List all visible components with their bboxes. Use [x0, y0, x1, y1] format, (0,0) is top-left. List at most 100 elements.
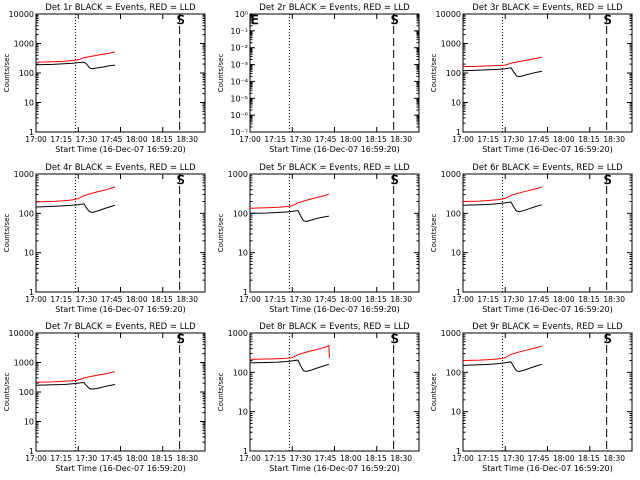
y-tick-label: 100 [446, 209, 461, 218]
detector-panel: Det 9r BLACK = Events, RED = LLD 1 10 100 10… [430, 322, 633, 473]
marker-label: S [177, 173, 185, 187]
x-tick-label: 18:00 [126, 135, 148, 144]
y-tick-label: 1000 [14, 170, 34, 179]
x-tick-label: 17:45 [528, 454, 550, 463]
lld-series-line [462, 345, 543, 361]
y-axis-label: Counts/sec [430, 373, 438, 412]
x-tick-label: 18:15 [578, 135, 600, 144]
y-tick-label: 10000 [9, 329, 34, 338]
x-tick-label: 18:15 [365, 454, 387, 463]
x-tick-label: 17:00 [25, 135, 47, 144]
x-tick-label: 18:30 [390, 454, 412, 463]
y-tick-label: 10 [451, 99, 461, 108]
x-axis-label: Start Time (16-Dec-07 16:59:20) [269, 145, 400, 154]
x-tick-label: 18:15 [578, 295, 600, 304]
events-series-line [249, 359, 330, 373]
detector-panel: Det 8r BLACK = Events, RED = LLD 1 10 100 10… [217, 322, 420, 473]
marker-label: S [391, 13, 399, 27]
panel-title: Det 7r BLACK = Events, RED = LLD [45, 322, 196, 332]
marker-label: S [604, 332, 612, 346]
y-tick-label: 10⁻² [230, 44, 248, 53]
y-tick-label: 10⁻¹ [230, 27, 248, 36]
y-tick-label: 1 [29, 288, 34, 297]
y-tick-label: 100 [446, 69, 461, 78]
y-tick-label: 1 [456, 128, 461, 137]
events-series-line [35, 381, 115, 390]
x-tick-label: 17:30 [76, 295, 98, 304]
x-axis-label: Start Time (16-Dec-07 16:59:20) [482, 464, 613, 473]
y-tick-label: 1 [29, 128, 34, 137]
y-axis-label: Counts/sec [3, 54, 11, 93]
y-tick-label: 1 [243, 447, 248, 456]
marker-label: S [604, 13, 612, 27]
x-tick-label: 17:00 [239, 295, 261, 304]
x-tick-label: 17:30 [76, 454, 98, 463]
y-tick-label: 1 [456, 447, 461, 456]
x-tick-label: 18:30 [176, 454, 198, 463]
x-tick-label: 17:00 [452, 135, 474, 144]
y-tick-label: 10 [238, 249, 248, 258]
x-tick-label: 17:00 [25, 295, 47, 304]
panel-title: Det 9r BLACK = Events, RED = LLD [472, 322, 623, 332]
x-tick-label: 18:00 [553, 295, 575, 304]
y-tick-label: 10⁻⁷ [230, 128, 248, 137]
x-axis-label: Start Time (16-Dec-07 16:59:20) [482, 305, 613, 314]
x-tick-label: 18:00 [553, 454, 575, 463]
x-tick-label: 17:30 [290, 454, 312, 463]
x-tick-label: 18:00 [126, 454, 148, 463]
x-tick-label: 17:30 [503, 135, 525, 144]
panel-title: Det 1r BLACK = Events, RED = LLD [45, 3, 196, 13]
detector-panel: Det 7r BLACK = Events, RED = LLD 1 10 100 10… [3, 322, 206, 473]
y-tick-label: 1000 [228, 329, 248, 338]
x-tick-label: 17:45 [315, 135, 337, 144]
x-tick-label: 17:15 [50, 454, 72, 463]
marker-label: S [177, 332, 185, 346]
marker-label: S [604, 173, 612, 187]
x-tick-label: 18:00 [340, 295, 362, 304]
lld-series-line [249, 193, 330, 209]
events-series-line [462, 201, 543, 213]
y-tick-label: 1 [243, 288, 248, 297]
y-tick-label: 100 [446, 368, 461, 377]
x-tick-label: 17:45 [528, 295, 550, 304]
panel-title: Det 6r BLACK = Events, RED = LLD [472, 163, 623, 173]
x-tick-label: 18:30 [176, 135, 198, 144]
x-tick-label: 18:30 [390, 295, 412, 304]
y-axis-label: Counts/sec [3, 214, 11, 253]
y-axis-label: Counts/sec [430, 214, 438, 253]
lld-series-line [35, 51, 116, 63]
x-tick-label: 17:00 [239, 454, 261, 463]
x-tick-label: 18:15 [365, 295, 387, 304]
x-tick-label: 17:15 [50, 295, 72, 304]
y-axis-label: Counts/sec [217, 214, 225, 253]
x-tick-label: 18:00 [340, 135, 362, 144]
x-tick-label: 17:15 [264, 295, 286, 304]
panel-title: Det 3r BLACK = Events, RED = LLD [472, 3, 623, 13]
events-series-line [249, 209, 329, 223]
x-tick-label: 17:15 [477, 454, 499, 463]
x-tick-label: 17:00 [452, 295, 474, 304]
x-tick-label: 17:45 [101, 295, 123, 304]
y-tick-label: 1000 [14, 359, 34, 368]
x-tick-label: 18:30 [176, 295, 198, 304]
y-tick-label: 1000 [441, 40, 461, 49]
y-tick-label: 10 [238, 408, 248, 417]
y-tick-label: 10000 [436, 10, 461, 19]
y-tick-label: 10 [24, 418, 34, 427]
x-tick-label: 17:30 [290, 135, 312, 144]
x-tick-label: 18:00 [340, 454, 362, 463]
y-axis-label: Counts/sec [3, 373, 11, 412]
x-tick-label: 17:15 [264, 135, 286, 144]
marker-label: S [177, 13, 185, 27]
y-axis-label: Counts/sec [217, 54, 225, 93]
panel-title: Det 5r BLACK = Events, RED = LLD [259, 163, 410, 173]
panel-title: Det 8r BLACK = Events, RED = LLD [259, 322, 410, 332]
y-tick-label: 1000 [14, 40, 34, 49]
y-tick-label: 100 [233, 368, 248, 377]
y-tick-label: 10 [24, 249, 34, 258]
detector-panel: Det 2r BLACK = Events, RED = LLD 10⁻⁷ 10⁻⁶… [217, 3, 420, 154]
y-tick-label: 100 [19, 388, 34, 397]
y-tick-label: 10⁻⁴ [230, 77, 248, 86]
detector-panel: Det 3r BLACK = Events, RED = LLD 1 10 100 10… [430, 3, 633, 154]
